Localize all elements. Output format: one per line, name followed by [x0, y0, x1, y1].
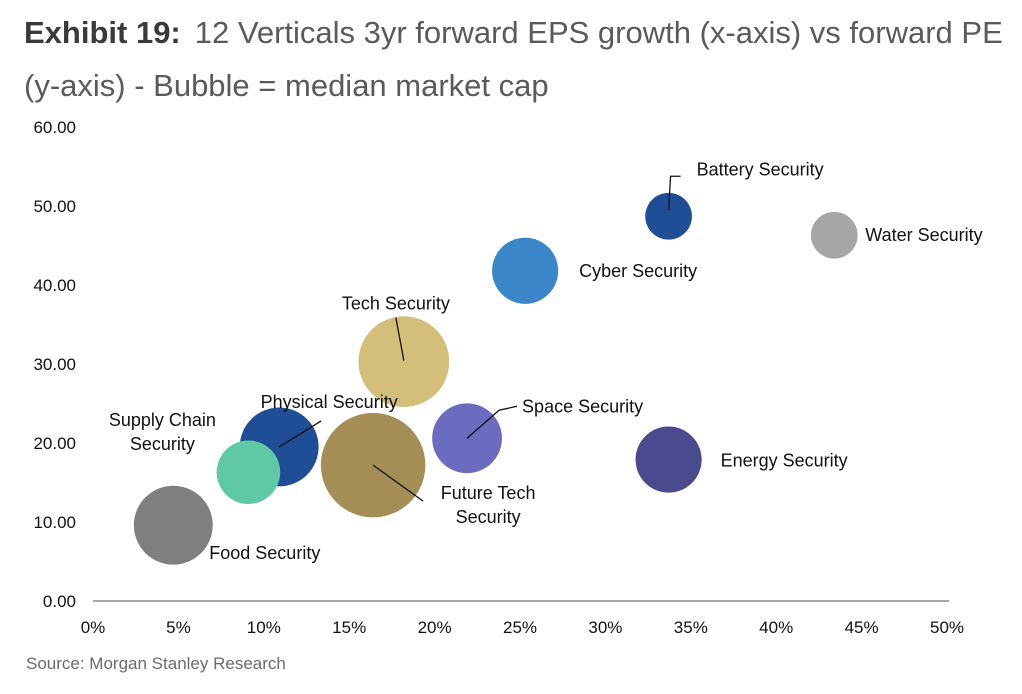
bubble-cyber-security [492, 237, 559, 304]
y-tick-label: 10.00 [33, 513, 76, 532]
bubble-tech-security [358, 316, 450, 408]
leader-line [395, 317, 405, 361]
bubble-water-security [810, 211, 858, 259]
x-tick-label: 30% [588, 618, 622, 637]
leader-line [466, 405, 518, 439]
chart-title: Exhibit 19: 12 Verticals 3yr forward EPS … [24, 6, 1014, 112]
x-tick-label: 50% [930, 618, 964, 637]
exhibit-number: Exhibit 19: [24, 15, 181, 50]
bubble-label: Cyber Security [579, 261, 697, 281]
bubble-label: Security [130, 434, 195, 454]
x-tick-label: 20% [418, 618, 452, 637]
bubble-label: Water Security [865, 225, 982, 245]
x-tick-label: 0% [81, 618, 106, 637]
x-tick-label: 40% [759, 618, 793, 637]
bubble-food-security [133, 485, 213, 565]
y-tick-label: 40.00 [33, 276, 76, 295]
x-tick-label: 35% [674, 618, 708, 637]
x-tick-label: 5% [166, 618, 191, 637]
bubble-label: Space Security [522, 396, 643, 416]
x-tick-label: 25% [503, 618, 537, 637]
title-text: 12 Verticals 3yr forward EPS growth (x-a… [24, 15, 1003, 103]
bubble-label: Food Security [209, 543, 320, 563]
y-tick-label: 60.00 [33, 118, 76, 137]
bubble-label: Energy Security [721, 451, 848, 471]
bubble-label: Tech Security [342, 294, 450, 314]
y-tick-label: 0.00 [43, 592, 76, 611]
x-tick-label: 10% [247, 618, 281, 637]
bubble-supply-chain-security [216, 440, 281, 504]
bubble-label: Future Tech [441, 483, 536, 503]
bubble-label: Security [456, 507, 521, 527]
x-tick-label: 45% [845, 618, 879, 637]
leader-line [278, 420, 322, 448]
bubble-battery-security [645, 192, 692, 240]
x-tick-label: 15% [332, 618, 366, 637]
y-tick-label: 50.00 [33, 197, 76, 216]
source-note: Source: Morgan Stanley Research [26, 654, 286, 673]
bubble-label: Physical Security [261, 392, 398, 412]
y-tick-label: 20.00 [33, 434, 76, 453]
leader-line [372, 464, 424, 502]
y-tick-label: 30.00 [33, 355, 76, 374]
bubble-label: Supply Chain [109, 410, 216, 430]
bubble-energy-security [635, 426, 702, 493]
bubble-label: Battery Security [697, 159, 824, 179]
leader-line [667, 175, 681, 211]
